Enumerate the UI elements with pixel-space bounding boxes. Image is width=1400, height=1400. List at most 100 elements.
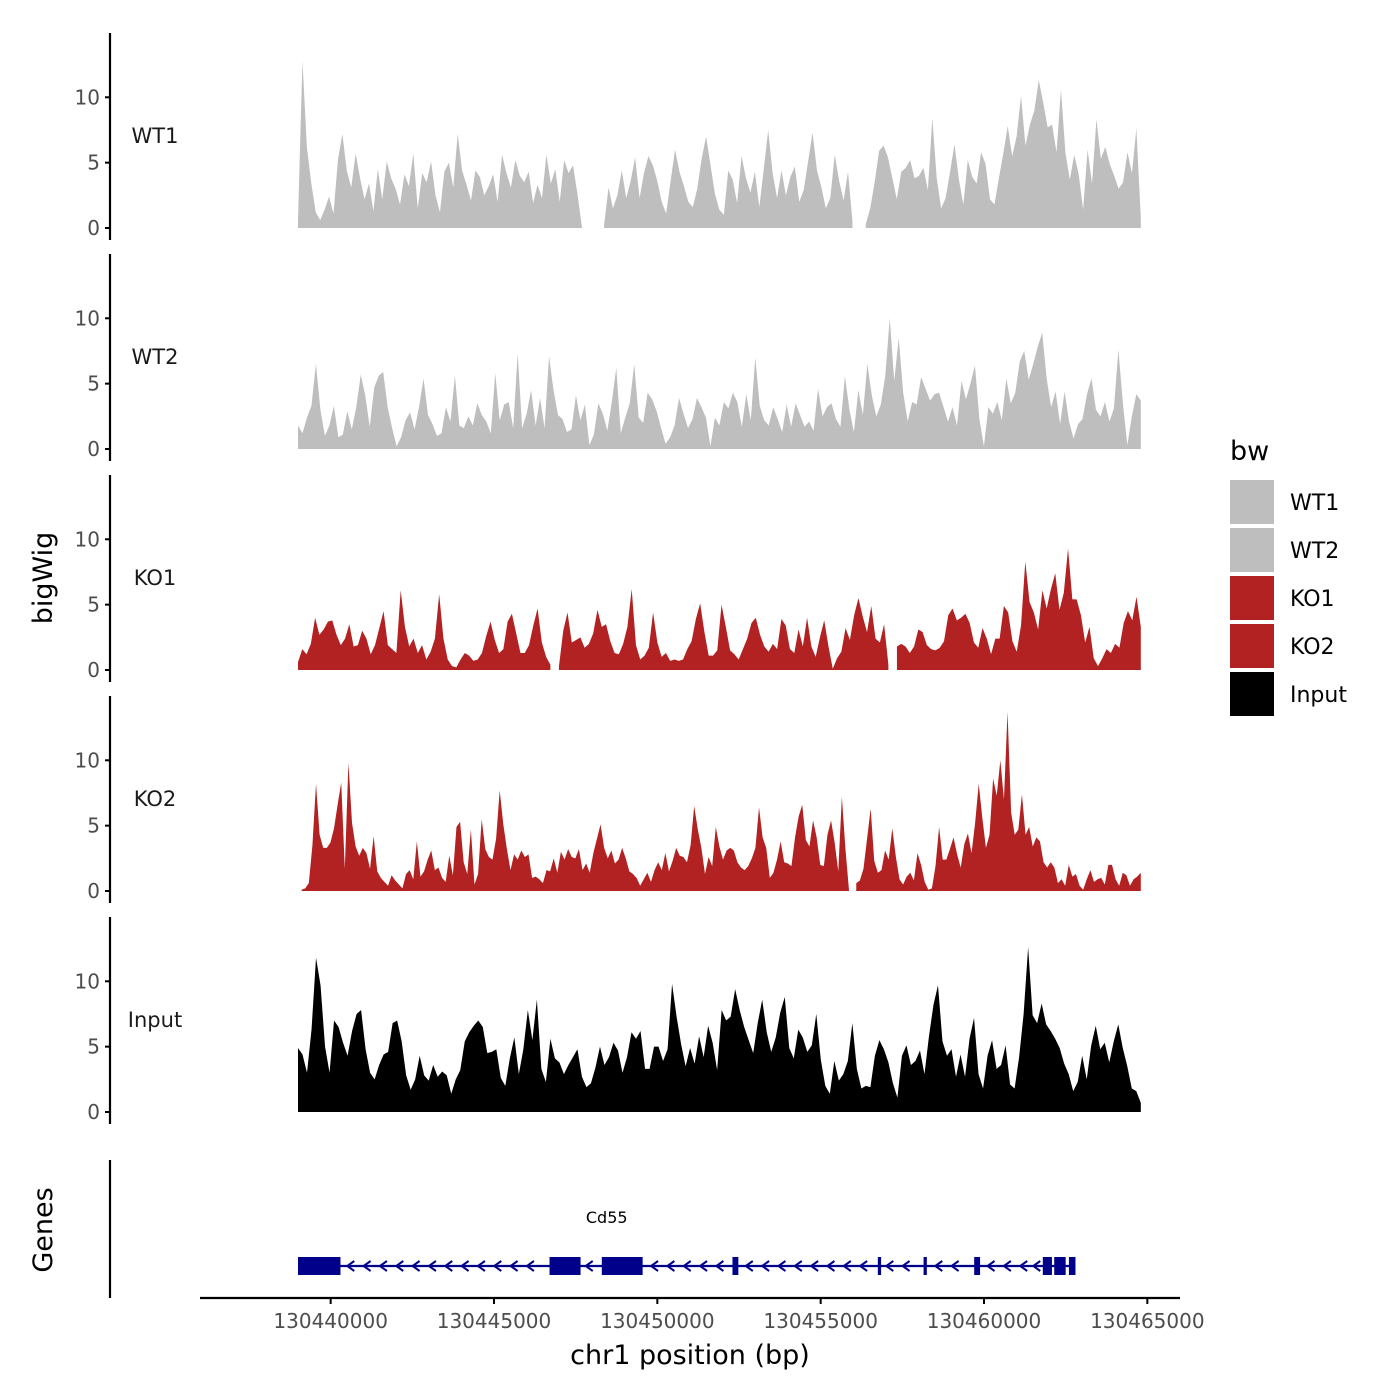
strand-arrow — [443, 1260, 453, 1272]
y-tick-label: 5 — [87, 372, 100, 396]
strand-arrow — [776, 1260, 787, 1272]
y-tick-label: 10 — [75, 969, 100, 993]
gene-exon — [601, 1257, 643, 1275]
coverage-tracks: 0 5 10 WT1 0 5 10 WT2 0 5 10 KO1 0 5 10 KO2 0 5 10 Input — [75, 33, 1141, 1124]
strand-arrow — [698, 1260, 708, 1272]
x-tick-label: 130460000 — [927, 1309, 1042, 1333]
strand-arrow — [933, 1260, 943, 1272]
strand-arrow — [793, 1260, 803, 1272]
y-tick-label: 0 — [87, 437, 100, 461]
gene-exon — [1068, 1257, 1076, 1275]
coverage-area-WT1 — [865, 80, 1141, 228]
coverage-area-WT1 — [604, 129, 853, 228]
coverage-area-WT1 — [298, 60, 582, 228]
track-KO2: 0 5 10 KO2 — [75, 696, 1141, 903]
x-tick-label: 130440000 — [273, 1309, 388, 1333]
legend-title: bw — [1230, 436, 1269, 467]
coverage-area-KO2 — [856, 711, 1141, 891]
strand-arrow — [459, 1260, 470, 1272]
strand-arrow — [809, 1260, 819, 1272]
strand-arrow — [858, 1260, 868, 1272]
x-axis-title: chr1 position (bp) — [570, 1340, 810, 1371]
y-tick-label: 0 — [87, 879, 100, 903]
coverage-area-KO1 — [298, 590, 551, 670]
x-tick-label: 130445000 — [437, 1309, 552, 1333]
x-tick-label: 130455000 — [763, 1309, 878, 1333]
y-tick-label: 10 — [75, 306, 100, 330]
coverage-area-KO1 — [558, 588, 889, 670]
legend-label-KO1: KO1 — [1290, 587, 1335, 612]
x-axis: 130440000 130445000 130450000 130455000 1304… — [200, 1296, 1205, 1333]
strand-arrow — [410, 1260, 421, 1272]
track-WT2: 0 5 10 WT2 — [75, 254, 1141, 461]
x-tick-label: 130465000 — [1090, 1309, 1205, 1333]
legend-label-WT1: WT1 — [1290, 491, 1339, 516]
legend-swatch-Input — [1230, 672, 1274, 716]
y-tick-label: 5 — [87, 1035, 100, 1059]
strand-arrow — [584, 1260, 594, 1272]
y-tick-label: 10 — [75, 85, 100, 109]
coverage-area-WT2 — [298, 318, 1141, 449]
gene-exon — [974, 1257, 981, 1275]
coverage-area-KO2 — [301, 762, 850, 891]
strand-arrow — [508, 1260, 519, 1272]
legend-swatch-WT2 — [1230, 528, 1274, 572]
legend-label-KO2: KO2 — [1290, 635, 1335, 660]
strand-arrow — [682, 1260, 692, 1272]
legend-swatch-KO1 — [1230, 576, 1274, 620]
track-KO1: 0 5 10 KO1 — [75, 475, 1141, 682]
track-label: KO2 — [134, 787, 177, 811]
y-tick-label: 5 — [87, 151, 100, 175]
coverage-area-Input — [298, 947, 1141, 1112]
strand-arrow — [525, 1260, 535, 1272]
track-label: KO1 — [134, 566, 177, 590]
gene-exon — [877, 1257, 882, 1275]
strand-arrow — [714, 1260, 724, 1272]
strand-arrow — [884, 1260, 894, 1272]
legend-swatch-WT1 — [1230, 480, 1274, 524]
coverage-area-KO1 — [896, 548, 1141, 670]
y-tick-label: 10 — [75, 527, 100, 551]
gene-exon — [923, 1257, 927, 1275]
strand-arrow — [900, 1260, 911, 1272]
strand-arrow — [949, 1260, 960, 1272]
strand-arrow — [492, 1260, 502, 1272]
y-tick-label: 0 — [87, 216, 100, 240]
y-axis-title: bigWig — [28, 532, 59, 625]
strand-arrow — [361, 1260, 372, 1272]
strand-arrow — [1031, 1260, 1041, 1272]
legend-swatch-KO2 — [1230, 624, 1274, 668]
strand-arrow — [378, 1260, 388, 1272]
gene-exon — [732, 1257, 739, 1275]
y-tick-label: 5 — [87, 593, 100, 617]
legend-label-Input: Input — [1290, 683, 1347, 708]
strand-arrow — [744, 1260, 754, 1272]
track-label: Input — [128, 1008, 182, 1032]
strand-arrow — [1018, 1260, 1028, 1272]
y-tick-label: 10 — [75, 748, 100, 772]
strand-arrow — [825, 1260, 836, 1272]
strand-arrow — [985, 1260, 996, 1272]
x-tick-label: 130450000 — [600, 1309, 715, 1333]
legend: bw WT1 WT2 KO1 KO2 Input — [1230, 436, 1347, 716]
y-tick-label: 5 — [87, 814, 100, 838]
strand-arrow — [760, 1260, 770, 1272]
strand-arrow — [476, 1260, 486, 1272]
strand-arrow — [394, 1260, 404, 1272]
gene-exon — [1042, 1257, 1052, 1275]
gene-exon — [549, 1257, 581, 1275]
gene-name-label: Cd55 — [586, 1208, 628, 1227]
track-WT1: 0 5 10 WT1 — [75, 33, 1141, 240]
gene-track: Cd55 — [108, 1160, 1076, 1298]
strand-arrow — [427, 1260, 437, 1272]
gene-exon — [298, 1257, 341, 1275]
strand-arrow — [649, 1260, 659, 1272]
gene-exon — [1054, 1257, 1066, 1275]
track-Input: 0 5 10 Input — [75, 917, 1141, 1124]
y-tick-label: 0 — [87, 658, 100, 682]
y-tick-label: 0 — [87, 1100, 100, 1124]
track-label: WT1 — [132, 124, 179, 148]
strand-arrow — [665, 1260, 675, 1272]
legend-label-WT2: WT2 — [1290, 539, 1339, 564]
